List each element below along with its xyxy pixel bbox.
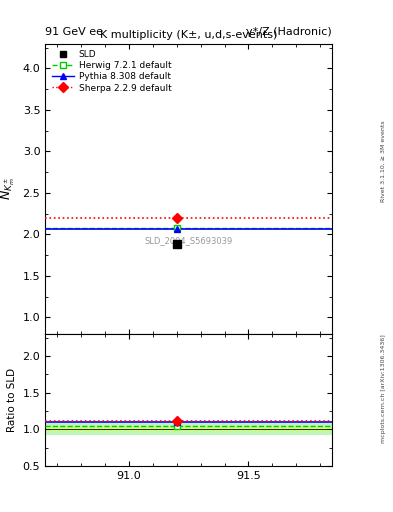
Text: mcplots.cern.ch [arXiv:1306.3436]: mcplots.cern.ch [arXiv:1306.3436] bbox=[381, 335, 386, 443]
Text: SLD_2004_S5693039: SLD_2004_S5693039 bbox=[145, 237, 233, 245]
Y-axis label: Ratio to SLD: Ratio to SLD bbox=[7, 368, 17, 432]
Legend: SLD, Herwig 7.2.1 default, Pythia 8.308 default, Sherpa 2.2.9 default: SLD, Herwig 7.2.1 default, Pythia 8.308 … bbox=[48, 46, 175, 96]
Title: K multiplicity (K±, u,d,s-events): K multiplicity (K±, u,d,s-events) bbox=[100, 30, 277, 40]
Text: γ*/Z (Hadronic): γ*/Z (Hadronic) bbox=[246, 27, 332, 37]
Y-axis label: $N_{K^\pm_m}$: $N_{K^\pm_m}$ bbox=[0, 177, 17, 200]
Text: Rivet 3.1.10, ≥ 3M events: Rivet 3.1.10, ≥ 3M events bbox=[381, 120, 386, 202]
Text: 91 GeV ee: 91 GeV ee bbox=[45, 27, 103, 37]
